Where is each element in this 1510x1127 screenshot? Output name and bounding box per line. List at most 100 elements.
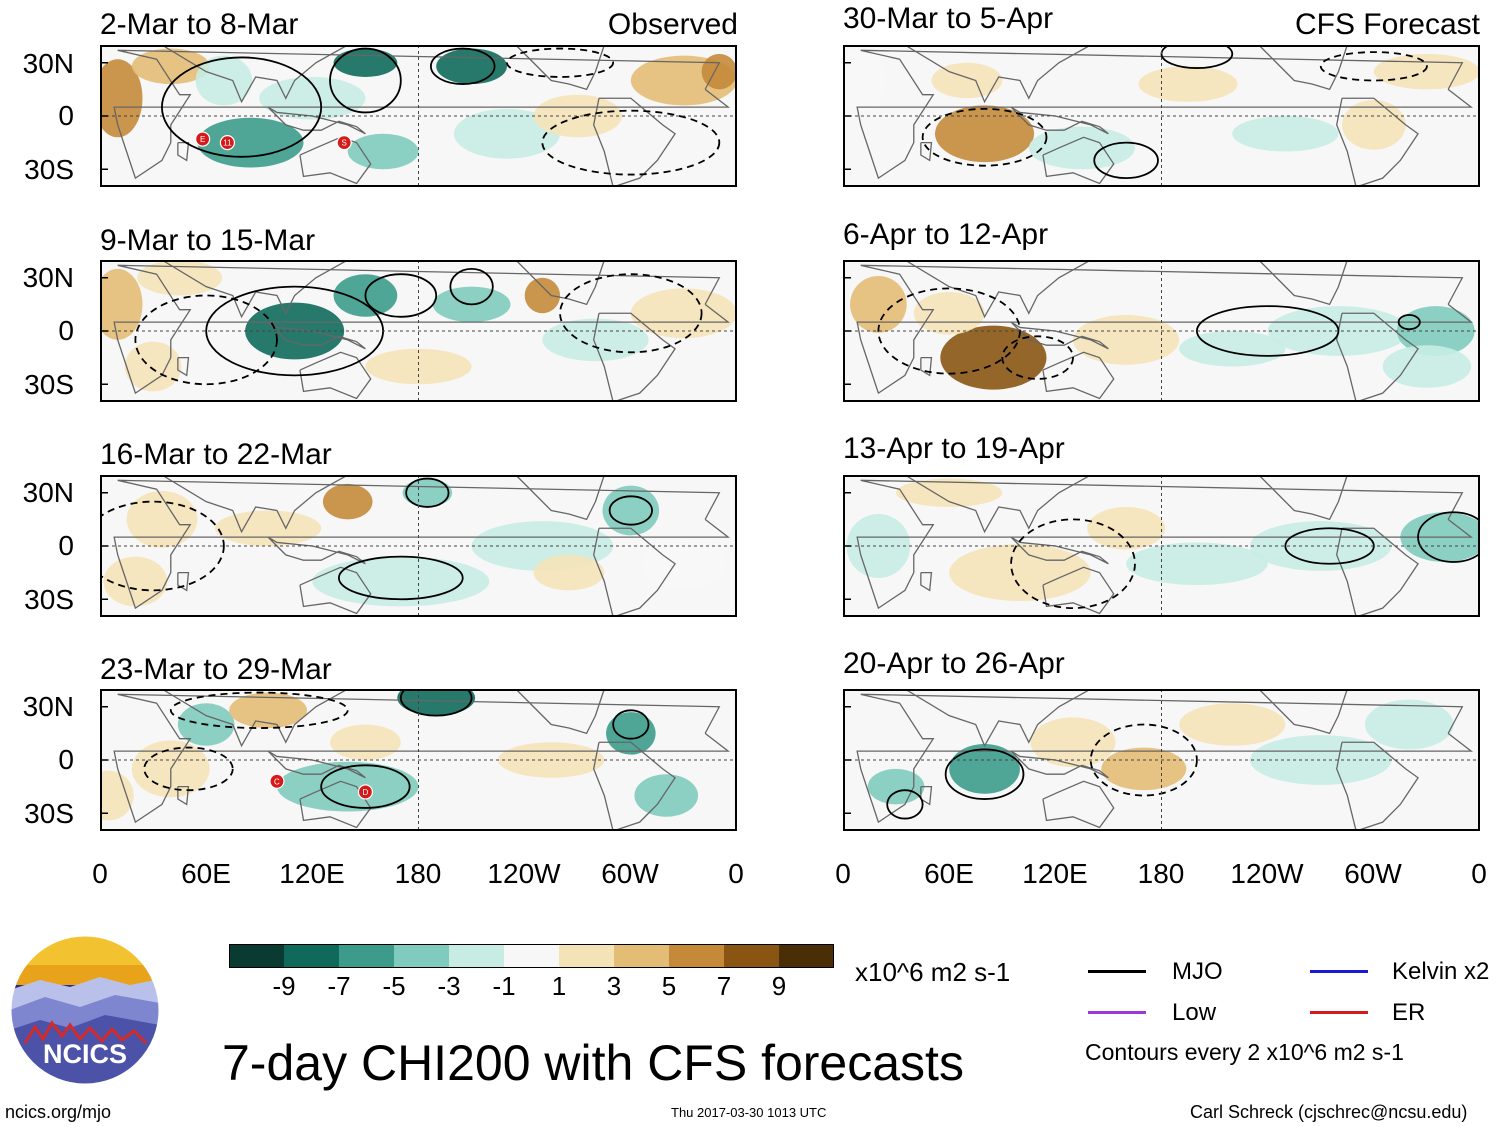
mjo-contour	[329, 47, 402, 114]
coastline	[177, 571, 190, 592]
storm-marker: 11	[219, 135, 236, 151]
anomaly-region	[1030, 717, 1116, 768]
anomaly-region	[100, 770, 134, 821]
lon-label-l3: 180	[394, 858, 442, 889]
anomaly-region	[843, 48, 886, 113]
footer-url[interactable]: ncics.org/mjo	[5, 1102, 112, 1122]
anomaly-region	[1138, 66, 1238, 102]
coastline	[267, 750, 366, 779]
coastline	[177, 356, 190, 377]
mjo-contour	[541, 109, 721, 176]
anomaly-region	[949, 744, 1020, 794]
anomaly-region	[606, 712, 656, 755]
mjo-contour	[429, 47, 496, 85]
coastline	[267, 321, 366, 350]
map-panel-4: CD	[100, 689, 737, 831]
coastline	[1258, 689, 1348, 735]
storm-marker-label: C	[274, 777, 280, 786]
footer-timestamp: Thu 2017-03-30 1013 UTC	[671, 1105, 827, 1120]
coastline	[161, 260, 350, 319]
colorbar-label-8: 7	[716, 971, 732, 1001]
lat-label-30n-r1: 30N	[22, 48, 74, 79]
lat-label-30s-r2: 30S	[24, 369, 74, 400]
panel-title-1: 2-Mar to 8-Mar	[100, 8, 299, 41]
panel-title-8: 20-Apr to 26-Apr	[843, 647, 1065, 680]
lon-label-l2: 120E	[279, 858, 345, 889]
mjo-contour	[320, 764, 411, 809]
coastline	[856, 49, 1474, 180]
coastline	[1042, 351, 1115, 400]
coastline	[1010, 536, 1109, 565]
map-frame	[843, 475, 1480, 617]
anomaly-region	[330, 724, 401, 760]
coastline	[267, 536, 366, 565]
anomaly-region	[1101, 747, 1187, 791]
storm-marker: S	[336, 135, 352, 151]
anomaly-region	[1232, 116, 1339, 152]
lat-label-30n-r2: 30N	[22, 262, 74, 293]
lon-label-l1: 60E	[181, 858, 231, 889]
anomaly-region	[1073, 315, 1180, 365]
coastline	[113, 264, 731, 395]
mjo-contour	[337, 555, 464, 601]
colorbar-label-9: 9	[771, 971, 787, 1001]
colorbar-frame	[229, 944, 834, 968]
lon-label-r2: 120E	[1022, 858, 1088, 889]
coastline	[113, 479, 731, 610]
coastline	[177, 785, 190, 806]
mjo-contour	[1010, 518, 1136, 610]
anomaly-region	[1179, 331, 1286, 367]
coastline	[1335, 741, 1419, 831]
map-panel-1: E 11 S	[100, 45, 737, 187]
map-panel-7	[843, 475, 1480, 617]
coastline	[161, 45, 350, 104]
map-panel-8	[843, 689, 1480, 831]
lat-label-0-r2: 0	[58, 315, 74, 346]
lon-label-r0: 0	[835, 858, 851, 889]
colorbar-label-6: 3	[606, 971, 622, 1001]
lon-label-r5: 60W	[1344, 858, 1402, 889]
storm-marker: C	[269, 773, 285, 789]
mjo-contour	[1417, 511, 1480, 563]
lat-label-0-r1: 0	[58, 100, 74, 131]
anomaly-region	[867, 768, 925, 805]
map-frame	[843, 689, 1480, 831]
panel-title-5: 30-Mar to 5-Apr	[843, 2, 1054, 35]
colorbar-swatch	[614, 944, 670, 968]
coastline	[904, 45, 1093, 104]
coastline	[920, 571, 933, 592]
colorbar-label-3: -3	[437, 971, 461, 1001]
coastline	[1335, 527, 1419, 617]
colorbar-label-1: -7	[327, 971, 351, 1001]
storm-marker: D	[357, 784, 374, 800]
anomaly-region	[397, 689, 476, 716]
anomaly-region	[333, 48, 398, 77]
anomaly-region	[913, 291, 985, 335]
coastline	[592, 312, 676, 402]
coastline	[920, 356, 933, 377]
anomaly-region	[542, 318, 649, 362]
mjo-contour	[100, 500, 225, 592]
anomaly-region	[1373, 53, 1480, 90]
storm-marker-label: S	[342, 139, 347, 148]
ncics-logo: NCICS	[10, 935, 160, 1085]
legend-line-kelvin	[1310, 970, 1368, 973]
colorbar-swatch	[284, 944, 340, 968]
coastline	[161, 689, 350, 748]
lon-label-l4: 120W	[487, 858, 561, 889]
logo-text: NCICS	[43, 1039, 127, 1069]
mjo-contour	[449, 267, 494, 306]
colorbar	[229, 944, 834, 968]
colorbar-swatch	[669, 944, 725, 968]
coastline	[1010, 106, 1109, 135]
anomaly-region	[1396, 306, 1475, 356]
colorbar-label-5: 1	[551, 971, 567, 1001]
map-panel-6	[843, 260, 1480, 402]
lat-label-30s-r4: 30S	[24, 798, 74, 829]
cfs-forecast-tag: CFS Forecast	[1294, 8, 1480, 41]
mjo-contour	[405, 477, 450, 508]
coastline	[856, 479, 1474, 610]
colorbar-swatch	[504, 944, 560, 968]
legend-label-mjo: MJO	[1172, 958, 1223, 985]
mjo-contour	[364, 273, 438, 318]
